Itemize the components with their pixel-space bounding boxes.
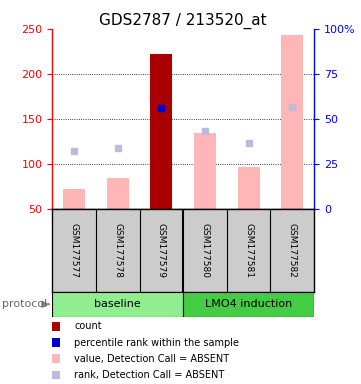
Title: GDS2787 / 213520_at: GDS2787 / 213520_at (99, 13, 267, 29)
Text: LMO4 induction: LMO4 induction (205, 299, 292, 310)
Text: percentile rank within the sample: percentile rank within the sample (74, 338, 239, 348)
Text: count: count (74, 321, 102, 331)
Text: value, Detection Call = ABSENT: value, Detection Call = ABSENT (74, 354, 229, 364)
Text: baseline: baseline (94, 299, 141, 310)
Text: GSM177581: GSM177581 (244, 223, 253, 278)
Text: GSM177577: GSM177577 (70, 223, 79, 278)
Text: GSM177582: GSM177582 (288, 223, 297, 278)
Text: rank, Detection Call = ABSENT: rank, Detection Call = ABSENT (74, 370, 224, 380)
Bar (107, 178, 129, 209)
Text: protocol: protocol (2, 299, 47, 310)
Text: GSM177579: GSM177579 (157, 223, 166, 278)
FancyBboxPatch shape (183, 292, 314, 317)
Bar (194, 132, 216, 209)
Bar (281, 35, 303, 209)
Bar (238, 167, 260, 209)
Text: GSM177580: GSM177580 (200, 223, 209, 278)
Text: GSM177578: GSM177578 (113, 223, 122, 278)
Bar (63, 189, 85, 209)
Bar (151, 54, 172, 209)
FancyBboxPatch shape (52, 292, 183, 317)
